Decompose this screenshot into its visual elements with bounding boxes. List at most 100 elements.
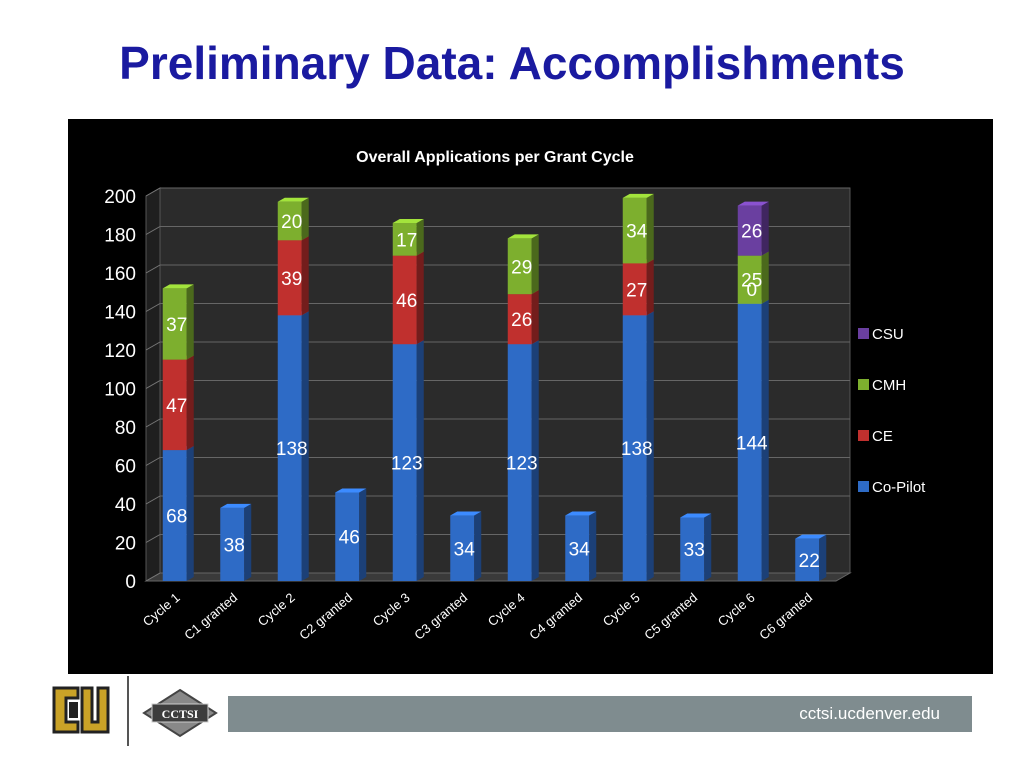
y-tick-label: 0: [125, 572, 136, 593]
bar-segment: [162, 359, 187, 451]
bar-side: [531, 234, 539, 295]
data-label: 34: [454, 539, 476, 560]
x-tick-label: Cycle 2: [255, 590, 298, 629]
bar-top: [507, 234, 539, 239]
bar-segment: [220, 507, 245, 581]
data-label: 34: [569, 539, 591, 560]
footer-divider: [127, 676, 129, 746]
bar-top: [220, 503, 252, 508]
bar-side: [359, 488, 367, 581]
bar-side: [301, 236, 309, 316]
data-label: 0: [746, 280, 757, 301]
y-tick-label: 20: [115, 534, 136, 555]
cu-logo: [48, 680, 114, 745]
bar-segment: [162, 450, 187, 581]
gridline-side: [145, 572, 161, 582]
data-label: 138: [621, 439, 653, 460]
gridline-side: [145, 264, 161, 274]
x-tick-label: C1 granted: [181, 590, 240, 643]
cctsi-logo-text: CCTSI: [162, 707, 199, 721]
footer-bar: cctsi.ucdenver.edu: [228, 696, 972, 732]
bar-side: [474, 511, 482, 581]
data-label: 20: [281, 212, 302, 233]
bar-side: [531, 340, 539, 581]
gridline-side: [145, 534, 161, 543]
bar-segment: [737, 255, 762, 304]
data-label: 123: [391, 454, 423, 475]
data-label: 33: [684, 540, 705, 561]
bar-segment: [622, 315, 647, 581]
gridline-side: [145, 418, 161, 428]
data-label: 46: [396, 291, 417, 312]
y-tick-label: 140: [104, 303, 136, 324]
bar-side: [761, 201, 769, 256]
gridline-side: [145, 226, 161, 235]
legend-label: Co-Pilot: [872, 479, 926, 496]
legend-swatch: [858, 328, 869, 339]
data-label: 138: [276, 439, 308, 460]
legend-swatch: [858, 379, 869, 390]
bar-side: [186, 446, 194, 581]
bar-segment: [622, 263, 647, 316]
data-label: 26: [741, 222, 762, 243]
bar-side: [589, 511, 597, 581]
bar-side: [646, 193, 654, 264]
gridline-side: [145, 187, 161, 197]
bar-top: [622, 193, 654, 198]
bar-side: [416, 251, 424, 345]
bar-segment: [277, 315, 302, 581]
x-tick-label: Cycle 5: [600, 590, 643, 629]
bar-side: [761, 251, 769, 304]
bar-side: [646, 259, 654, 316]
data-label: 25: [741, 271, 762, 292]
bar-top: [277, 197, 309, 202]
data-label: 144: [736, 433, 768, 454]
legend-label: CSU: [872, 326, 904, 343]
bar-top: [795, 534, 827, 539]
y-tick-label: 40: [115, 495, 136, 516]
bar-side: [186, 355, 194, 451]
bar-segment: [737, 205, 762, 256]
gridline-side: [145, 380, 161, 389]
bar-top: [737, 201, 769, 206]
y-tick-label: 60: [115, 457, 136, 478]
legend-swatch: [858, 430, 869, 441]
data-label: 68: [166, 507, 187, 528]
bar-segment: [680, 517, 705, 581]
bar-side: [186, 284, 194, 360]
legend-label: CE: [872, 428, 893, 445]
y-tick-label: 100: [104, 380, 136, 401]
data-label: 26: [511, 310, 532, 331]
data-label: 123: [506, 454, 538, 475]
gridline-side: [145, 457, 161, 466]
bar-side: [704, 513, 712, 581]
bar-segment: [737, 303, 762, 581]
data-label: 47: [166, 396, 187, 417]
data-label: 17: [396, 230, 417, 251]
x-tick-label: Cycle 4: [485, 590, 528, 629]
footer-url: cctsi.ucdenver.edu: [799, 704, 940, 723]
data-label: 22: [799, 551, 820, 572]
y-tick-label: 80: [115, 418, 136, 439]
x-tick-label: C3 granted: [411, 590, 470, 643]
bar-top: [392, 218, 424, 223]
y-tick-label: 160: [104, 264, 136, 285]
slide-title: Preliminary Data: Accomplishments: [119, 37, 905, 89]
data-label: 27: [626, 280, 647, 301]
bar-segment: [507, 238, 532, 295]
gridline-side: [145, 341, 161, 351]
bar-segment: [507, 294, 532, 345]
bar-segment: [622, 197, 647, 264]
gridline-side: [145, 495, 161, 505]
bar-segment: [795, 538, 820, 581]
bar-segment: [392, 255, 417, 345]
x-tick-label: Cycle 6: [715, 590, 758, 629]
bar-segment: [392, 222, 417, 256]
bar-segment: [335, 492, 360, 581]
bar-side: [416, 218, 424, 256]
bar-segment: [277, 201, 302, 241]
bar-segment: [565, 515, 590, 581]
bar-top: [162, 284, 194, 289]
bar-side: [531, 290, 539, 345]
bar-top: [680, 513, 712, 518]
